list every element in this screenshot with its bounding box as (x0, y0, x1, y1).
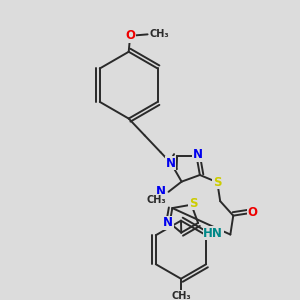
Text: HN: HN (203, 226, 223, 240)
Text: O: O (247, 206, 257, 219)
Text: N: N (193, 148, 203, 161)
Text: CH₃: CH₃ (149, 29, 169, 39)
Text: N: N (156, 185, 166, 198)
Text: S: S (213, 176, 221, 189)
Text: N: N (166, 157, 176, 170)
Text: S: S (189, 197, 197, 210)
Text: CH₃: CH₃ (146, 195, 166, 205)
Text: O: O (125, 29, 135, 42)
Text: N: N (163, 216, 173, 230)
Text: CH₃: CH₃ (171, 291, 191, 300)
